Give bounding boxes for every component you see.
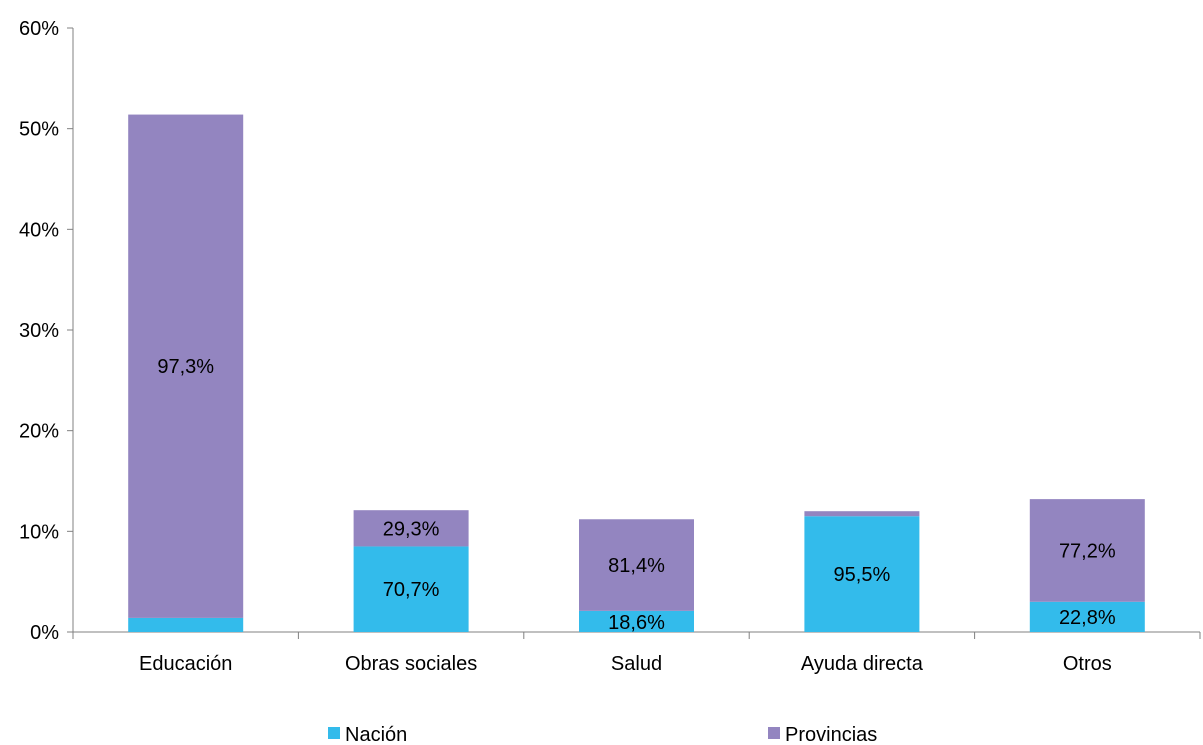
data-label: 97,3% [157,356,214,378]
bar-segment [353,546,469,632]
x-category-label: Otros [1063,653,1112,675]
legend-swatch [328,727,340,739]
x-category-label: Obras sociales [345,653,477,675]
data-label: 77,2% [1059,540,1116,562]
y-tick-label: 20% [19,421,59,443]
bar-segment [579,610,694,632]
bar-segment [579,519,694,611]
data-label: 18,6% [608,612,665,634]
legend-label: Nación [345,724,407,745]
y-tick-label: 60% [19,18,59,40]
x-category-label: Ayuda directa [801,653,924,675]
x-axis: Educación Obras sociales Salud Ayuda direct… [72,631,1201,675]
x-category-label: Salud [611,653,662,675]
data-label: 95,5% [834,564,891,586]
y-tick-label: 50% [19,119,59,141]
legend: Nación Provincias [328,724,877,745]
data-label: 22,8% [1059,607,1116,629]
bar-segment [804,516,920,632]
y-tick-label: 30% [19,320,59,342]
bar-segment [128,617,244,632]
bar-segment [1029,601,1145,632]
bar-segment [128,114,244,618]
data-label: 81,4% [608,555,665,577]
bar-segment [1029,499,1145,602]
bars: 97,3% 70,7% 29,3% 18,6% 81,4% 95,5% 22,8% 77,2% [128,114,1145,634]
data-label: 70,7% [383,579,440,601]
y-tick-label: 10% [19,521,59,543]
y-tick-label: 40% [19,219,59,241]
y-axis: 0% 10% 20% 30% 40% 50% 60% [19,18,74,644]
bar-segment [353,510,469,547]
y-tick-label: 0% [30,622,59,644]
legend-label: Provincias [785,724,877,745]
bar-segment [804,511,920,517]
x-category-label: Educación [139,653,232,675]
data-label: 29,3% [383,518,440,540]
legend-swatch [768,727,780,739]
